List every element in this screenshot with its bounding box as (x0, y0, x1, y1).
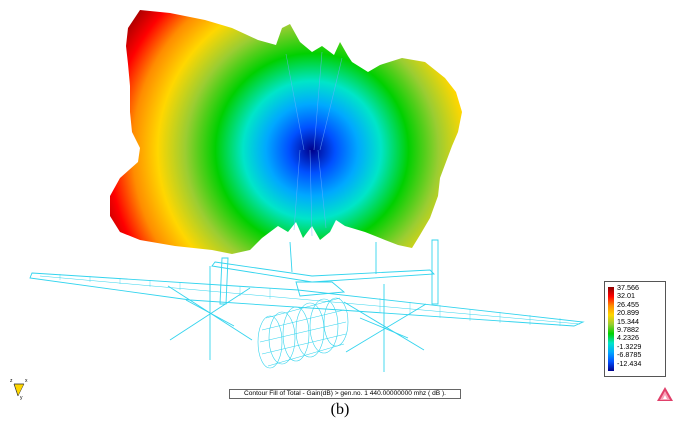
pattern-spikes (285, 51, 343, 237)
tail-plane (211, 261, 436, 283)
propeller-left (167, 266, 253, 360)
axes-triad: z x y (8, 376, 38, 404)
triangle-logo-icon (657, 387, 673, 401)
fuselage-mesh (257, 297, 349, 369)
legend-tick: 37.566 (617, 283, 639, 292)
propeller-right (343, 284, 427, 372)
radiation-pattern-surface (110, 10, 462, 254)
color-scale-bar (608, 287, 614, 371)
aircraft-wireframe (29, 239, 585, 372)
axis-y-label: y (20, 395, 23, 401)
axis-x-label: x (25, 378, 28, 384)
legend-tick: -1.3229 (617, 341, 642, 351)
legend-tick: 9.7882 (617, 324, 639, 334)
contour-caption: Contour Fill of Total - Gain(dB) > gen.n… (229, 389, 461, 399)
color-legend: 37.566 32.01 26.455 20.899 15.344 9.7882… (604, 281, 666, 377)
tail-fin-left (219, 257, 229, 305)
tail-boom (295, 281, 346, 297)
legend-tick: 26.455 (617, 299, 639, 309)
axis-z-label: z (10, 378, 13, 384)
figure-label: (b) (330, 401, 350, 418)
axes-triad-icon (13, 383, 25, 397)
legend-tick: 32.01 (617, 291, 635, 301)
legend-tick: 4.2326 (617, 333, 639, 343)
main-wing (29, 272, 585, 327)
legend-tick: 20.899 (617, 308, 639, 318)
legend-tick-labels: 37.566 32.01 26.455 20.899 15.344 9.7882… (617, 283, 642, 368)
legend-tick: 15.344 (617, 316, 639, 326)
legend-tick: -6.8785 (617, 350, 642, 360)
tail-fin-right (431, 239, 439, 305)
legend-tick: -12.434 (617, 358, 642, 368)
